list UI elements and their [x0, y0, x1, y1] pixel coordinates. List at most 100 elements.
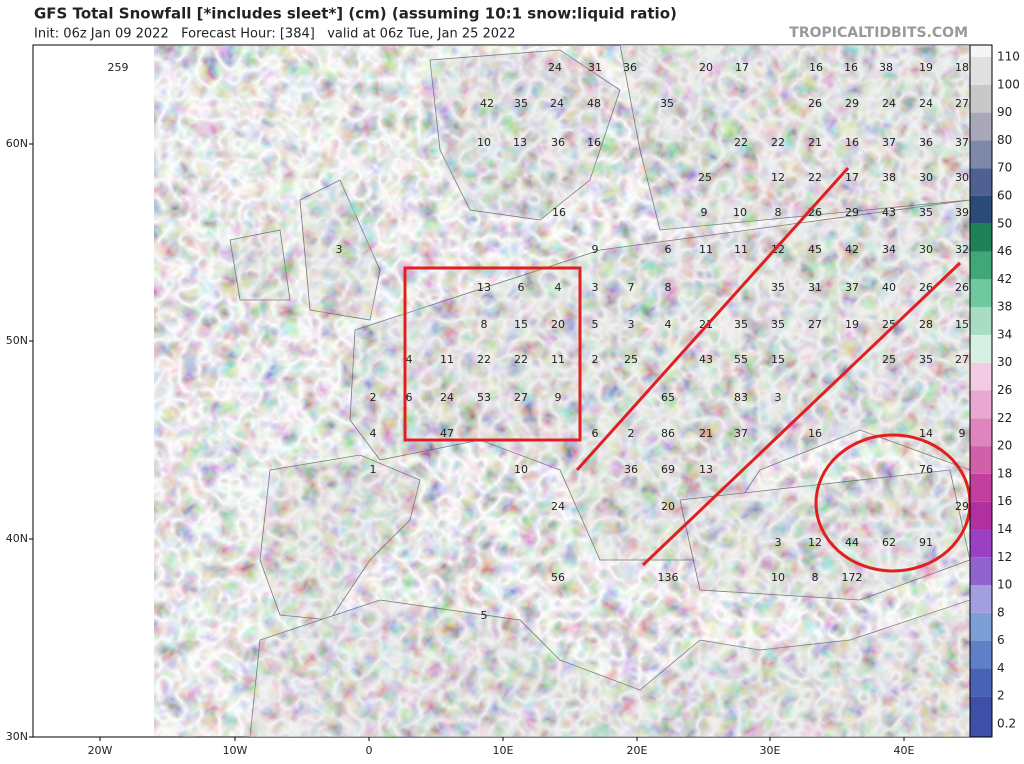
- lon-label: 30E: [760, 744, 781, 757]
- map-value-label: 20: [699, 61, 713, 74]
- map-value-label: 22: [771, 136, 785, 149]
- colorbar-label: 26: [997, 383, 1012, 397]
- colorbar-label: 2: [997, 689, 1005, 703]
- map-value-label: 29: [955, 500, 969, 513]
- map-value-label: 4: [665, 318, 672, 331]
- map-value-label: 1: [370, 463, 377, 476]
- colorbar-swatch: [970, 334, 992, 363]
- annotation-circle: [814, 433, 970, 573]
- map-value-label: 6: [518, 281, 525, 294]
- map-value-label: 24: [440, 391, 454, 404]
- lon-label: 0: [366, 744, 373, 757]
- map-value-label: 9: [592, 243, 599, 256]
- colorbar-label: 100: [997, 77, 1020, 91]
- map-value-label: 35: [771, 281, 785, 294]
- map-value-label: 4: [370, 427, 377, 440]
- map-value-label: 43: [882, 206, 896, 219]
- map-value-label: 29: [845, 206, 859, 219]
- map-value-label: 11: [699, 243, 713, 256]
- colorbar-swatch: [970, 557, 992, 586]
- colorbar-swatch: [970, 140, 992, 169]
- map-value-label: 43: [699, 353, 713, 366]
- map-value-label: 25: [698, 171, 712, 184]
- map-value-label: 25: [882, 353, 896, 366]
- colorbar-swatch: [970, 307, 992, 335]
- colorbar-swatch: [970, 390, 992, 419]
- map-value-label: 69: [661, 463, 675, 476]
- map-value-label: 62: [882, 536, 896, 549]
- map-value-label: 37: [734, 427, 748, 440]
- lat-label: 30N: [6, 730, 28, 743]
- map-value-label: 35: [660, 97, 674, 110]
- map-value-label: 86: [661, 427, 675, 440]
- colorbar-label: 10: [997, 578, 1012, 592]
- map-value-label: 9: [701, 206, 708, 219]
- map-value-label: 10: [477, 136, 491, 149]
- colorbar-swatch: [970, 279, 992, 308]
- map-value-label: 38: [882, 171, 896, 184]
- annotation-line: [641, 261, 962, 567]
- colorbar-label: 22: [997, 411, 1012, 425]
- colorbar-swatch: [970, 84, 992, 113]
- map-value-label: 2: [370, 391, 377, 404]
- map-value-label: 42: [480, 97, 494, 110]
- map-value-label: 35: [734, 318, 748, 331]
- map-value-label: 5: [481, 609, 488, 622]
- map-value-label: 24: [882, 97, 896, 110]
- colorbar-label: 18: [997, 466, 1012, 480]
- colorbar-label: 4: [997, 661, 1005, 675]
- map-value-label: 10: [733, 206, 747, 219]
- colorbar-label: 6: [997, 633, 1005, 647]
- colorbar-label: 70: [997, 161, 1012, 175]
- colorbar-label: 16: [997, 494, 1012, 508]
- colorbar-swatch: [970, 418, 992, 447]
- lon-label: 20W: [88, 744, 113, 757]
- colorbar-swatch: [970, 45, 992, 57]
- map-value-label: 27: [514, 391, 528, 404]
- map-value-label: 30: [919, 243, 933, 256]
- colorbar-swatch: [970, 585, 992, 613]
- map-value-label: 22: [477, 353, 491, 366]
- map-value-label: 3: [775, 536, 782, 549]
- map-value-label: 4: [406, 353, 413, 366]
- map-value-label: 45: [808, 243, 822, 256]
- map-value-label: 29: [845, 97, 859, 110]
- map-value-label: 2: [628, 427, 635, 440]
- map-value-label: 22: [808, 171, 822, 184]
- colorbar-swatch: [970, 696, 992, 737]
- map-value-label: 6: [665, 243, 672, 256]
- map-value-label: 12: [771, 243, 785, 256]
- map-value-label: 34: [882, 243, 896, 256]
- lon-label: 20E: [627, 744, 648, 757]
- map-value-label: 31: [588, 61, 602, 74]
- map-value-label: 11: [734, 243, 748, 256]
- map-value-label: 3: [592, 281, 599, 294]
- lon-label: 40E: [894, 744, 915, 757]
- map-value-label: 17: [845, 171, 859, 184]
- map-value-label: 12: [771, 171, 785, 184]
- map-value-label: 10: [771, 571, 785, 584]
- colorbar-swatch: [970, 640, 992, 669]
- colorbar-label: 90: [997, 105, 1012, 119]
- map-value-label: 13: [513, 136, 527, 149]
- map-value-label: 3: [336, 243, 343, 256]
- map-value-label: 22: [734, 136, 748, 149]
- map-value-label: 9: [555, 391, 562, 404]
- map-value-label: 26: [808, 206, 822, 219]
- map-value-label: 21: [808, 136, 822, 149]
- colorbar-swatch: [970, 446, 992, 474]
- map-value-label: 20: [551, 318, 565, 331]
- map-value-label: 36: [624, 463, 638, 476]
- map-value-label: 37: [845, 281, 859, 294]
- colorbar-swatch: [970, 57, 992, 85]
- map-value-label: 35: [919, 206, 933, 219]
- source: TROPICALTIDBITS.COM: [789, 25, 968, 41]
- map-value-label: 44: [845, 536, 859, 549]
- colorbar-swatch: [970, 195, 992, 224]
- map-value-label: 19: [845, 318, 859, 331]
- map-value-label: 2: [592, 353, 599, 366]
- map-value-label: 38: [879, 61, 893, 74]
- map-value-label: 4: [555, 281, 562, 294]
